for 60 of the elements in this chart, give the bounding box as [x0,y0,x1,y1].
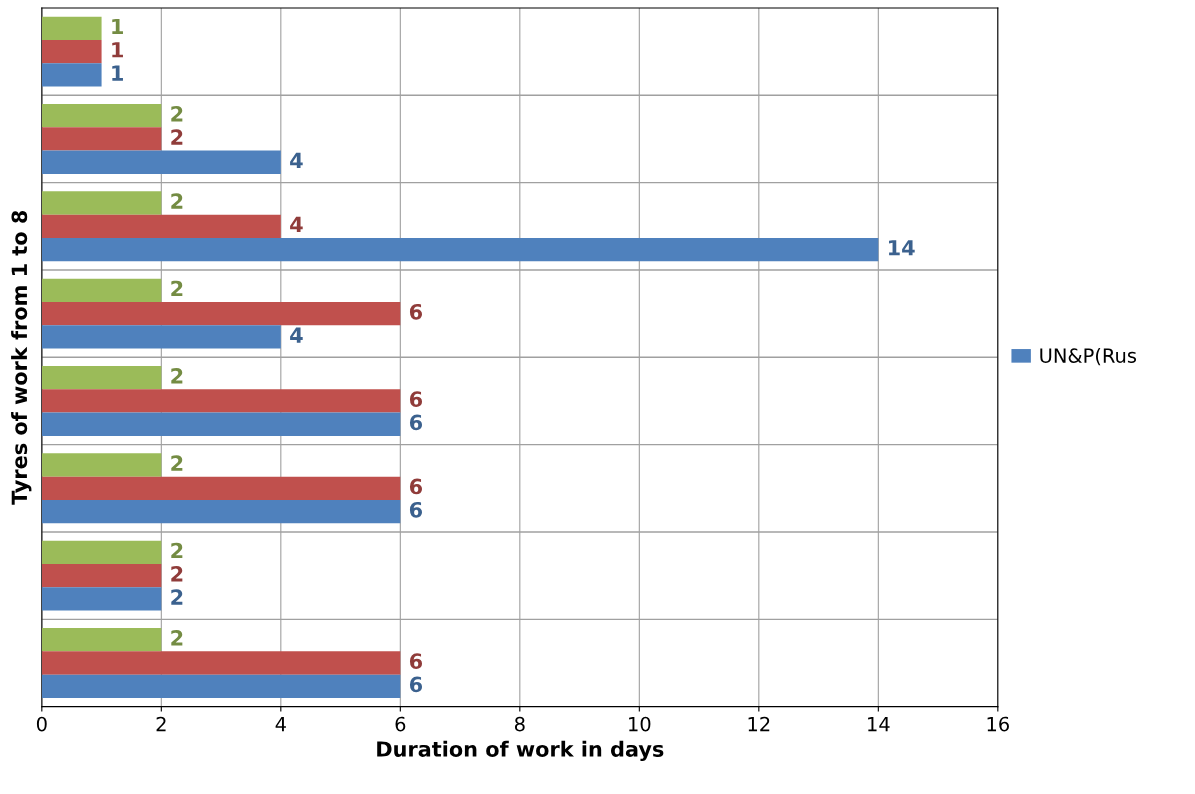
x-tick-label: 10 [629,716,651,732]
bar [41,278,162,302]
bar [41,412,401,436]
data-label: 2 [171,589,183,605]
x-tick-label: 2 [156,716,166,732]
x-tick-label: 16 [987,716,1009,732]
data-label: 6 [409,303,423,320]
bar [41,587,162,611]
bar [41,674,401,698]
data-label: 6 [409,501,423,518]
bar [41,325,281,349]
bar [41,476,401,500]
data-label: 6 [409,478,423,495]
data-label: 6 [409,391,423,408]
bar [41,628,162,652]
x-tick-label: 8 [514,716,525,732]
bar [41,39,102,64]
data-label: 4 [290,327,303,343]
data-label: 1 [112,18,123,35]
bar [41,366,162,390]
bar [41,389,401,413]
data-label: 2 [171,280,183,297]
bar [41,540,162,564]
data-label: 2 [171,129,183,145]
bar [41,214,281,238]
bar [41,150,281,174]
legend-label: UN&P(Rus [1040,347,1137,366]
data-label: 6 [409,653,423,670]
data-label: 6 [409,414,423,431]
bar [41,564,162,588]
data-label: 2 [171,629,183,646]
data-label: 2 [171,105,183,122]
bar [41,16,102,40]
x-tick-label: 14 [868,716,890,732]
data-label: 14 [889,240,915,256]
x-tick-label: 12 [748,716,770,732]
data-label: 4 [290,152,303,168]
bar [41,453,162,477]
data-label: 2 [171,367,183,384]
x-tick-label: 0 [36,716,47,732]
bar [41,301,401,326]
data-label: 6 [409,676,423,693]
data-label: 2 [171,455,183,471]
data-label: 1 [112,42,123,58]
bar [41,104,162,128]
x-tick-label: 6 [395,716,406,732]
bar [41,651,401,675]
data-label: 4 [290,216,303,233]
x-axis-title: Duration of work in days [377,740,664,762]
data-label: 2 [171,193,183,209]
x-tick-label: 4 [275,716,286,732]
y-axis-title: Tyres of work from 1 to 8 [11,210,32,505]
data-label: 2 [171,565,183,582]
data-label: 2 [171,542,183,559]
bar [41,63,102,87]
data-label: 1 [112,65,123,81]
bar [41,237,879,262]
bar [41,499,401,524]
bar [41,191,162,215]
bar [41,127,162,151]
